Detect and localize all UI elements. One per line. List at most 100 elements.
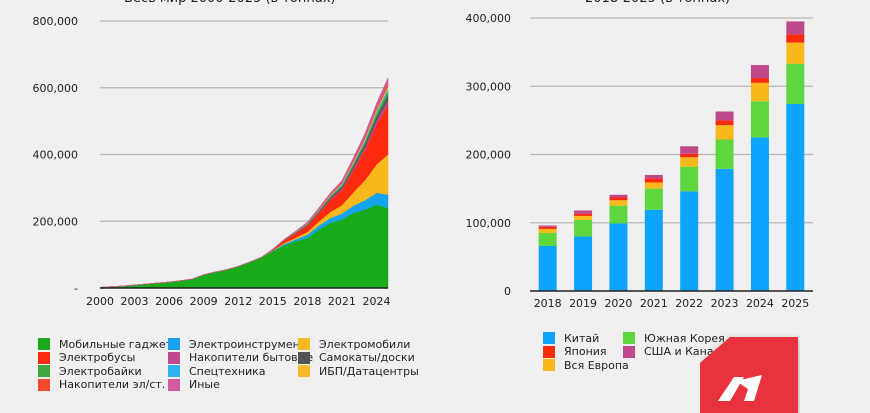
legend-swatch-icon [298,365,310,377]
x-tick-label: 2025 [781,297,809,310]
legend-swatch-icon [298,351,310,364]
legend-item: Южная Корея [623,331,733,345]
bar-segment [680,153,699,158]
x-tick-label: 2020 [604,297,632,310]
legend-item: ИБП/Датацентры [298,364,419,378]
legend-item: Китай [543,331,623,345]
legend-label: Электробайки [59,364,142,378]
x-tick-label: 2023 [711,297,739,310]
world-area-chart: - 200,000 400,000 600,000 800,000 2000 2003 200… [33,15,391,308]
legend-label: Япония [564,345,607,358]
brand-logo-icon [700,337,798,413]
x-tick-label: 2019 [569,297,597,310]
bar-segment [715,111,734,121]
legend-swatch-icon [168,378,180,391]
bar-segment [538,232,557,246]
bar-segment [574,236,593,291]
legend-label: ИБП/Датацентры [319,364,419,378]
legend-item: Электробайки [38,364,168,378]
bar-segment [644,209,663,291]
legend-item: Электроинструмент [168,338,306,351]
legend-label: Южная Корея [644,331,725,345]
bar-segment [786,21,805,35]
x-tick-label: 2024 [362,295,390,308]
x-tick-label: 2018 [534,297,562,310]
x-tick-label: 2012 [224,295,252,308]
legend-swatch-icon [298,338,310,350]
bar-segment [680,191,699,291]
bar-segment [786,103,805,292]
legend-swatch-icon [168,338,180,350]
legend-label: Мобильные гаджеты [59,337,181,351]
y-tick-label: 200,000 [466,149,512,162]
y-tick-label: - [74,282,78,295]
legend-label: Китай [564,331,600,345]
bar-segment [680,166,699,192]
legend-item: США и Канада [623,345,733,358]
x-tick-label: 2006 [155,295,183,308]
legend-label: США и Канада [644,345,728,358]
legend-swatch-icon [168,351,180,364]
y-tick-label: 800,000 [33,15,79,28]
x-tick-label: 2024 [746,297,774,310]
legend-item: Накопители бытовые [168,351,313,364]
legend-label: Накопители бытовые [189,351,314,364]
right-legend: Китай Япония Вся Европа Южная Корея США и Ка… [543,332,733,373]
y-tick-label: 400,000 [33,149,79,162]
x-tick-label: 2018 [293,295,321,308]
bar-segment [574,213,593,216]
legend-swatch-icon [38,351,50,364]
legend-label: Электробусы [59,351,136,364]
area-series [99,77,389,288]
legend-swatch-icon [623,332,635,344]
y-tick-label: 600,000 [33,82,79,95]
bar-segment [750,82,769,102]
y-tick-label: 400,000 [466,12,512,25]
legend-swatch-icon [623,345,635,358]
x-tick-label: 2003 [121,295,149,308]
legend-swatch-icon [543,359,555,371]
bar-segment [786,34,805,43]
legend-label: Накопители эл/ст. [59,378,166,391]
bar-segment [574,220,593,237]
bar-segment [538,225,557,227]
x-tick-label: 2022 [675,297,703,310]
legend-item: Самокаты/доски [298,351,418,364]
legend-swatch-icon [543,345,555,358]
legend-label: Иные [189,378,220,391]
legend-label: Электроинструмент [189,337,307,351]
y-tick-label: 0 [504,285,511,298]
legend-item: Электробусы [38,351,168,364]
bar-segment [609,223,628,291]
bar-segment [786,63,805,104]
legend-label: Спецтехника [189,364,266,378]
y-tick-label: 200,000 [33,215,79,228]
bar-segment [644,182,663,189]
bar-segment [609,197,628,201]
bar-segment [609,194,628,198]
legend-swatch-icon [168,365,180,377]
x-tick-label: 2021 [640,297,668,310]
legend-item: Вся Европа [543,359,629,372]
x-tick-label: 2015 [259,295,287,308]
legend-item: Иные [168,378,298,391]
right-chart-title: 2018-2025 (в тоннах) [585,0,730,6]
y-tick-label: 300,000 [466,80,512,93]
legend-item: Накопители эл/ст. [38,378,168,391]
bar-segment [715,168,734,291]
legend-item: Электромобили [298,338,418,351]
x-tick-label: 2021 [328,295,356,308]
bar-segment [538,228,557,233]
bar-segment [680,157,699,167]
bar-segment [715,125,734,140]
bar-segment [750,78,769,83]
bar-segment [538,245,557,291]
bar-segment [680,146,699,154]
bar-segment [538,226,557,229]
bar-segment [574,215,593,221]
legend-label: Самокаты/доски [319,351,415,364]
legend-swatch-icon [38,365,50,377]
bar-segment [750,101,769,138]
legend-swatch-icon [38,378,50,391]
legend-item: Япония [543,345,623,358]
